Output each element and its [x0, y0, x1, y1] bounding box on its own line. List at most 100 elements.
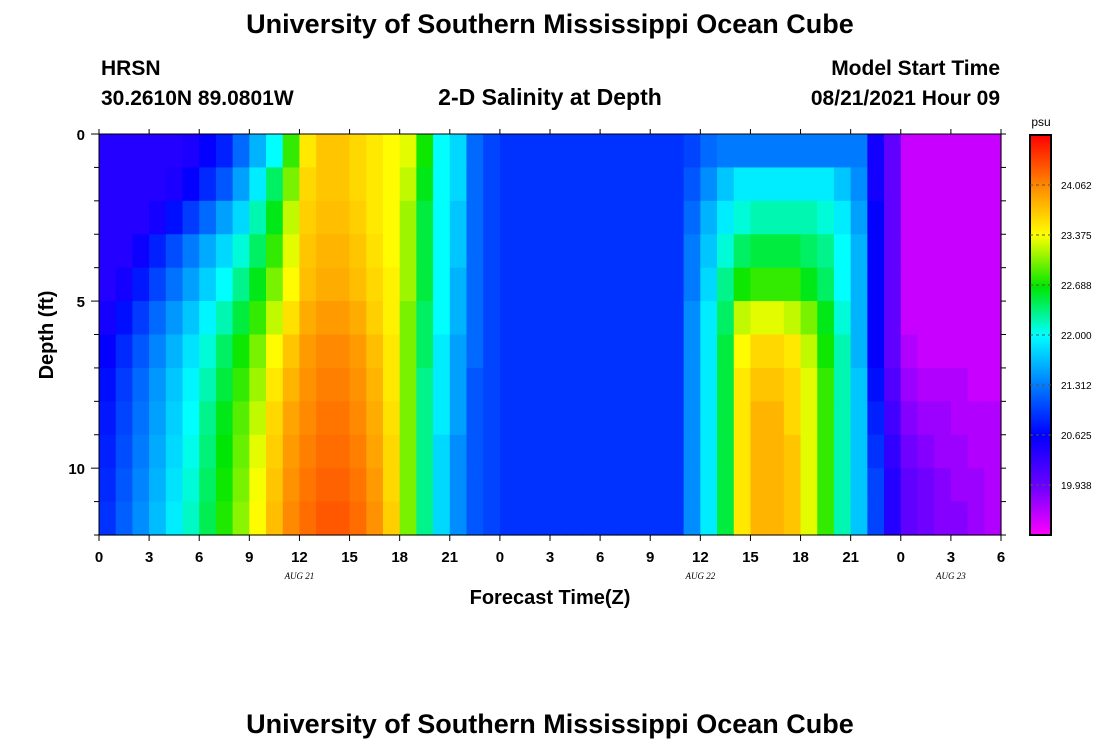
- heatmap-cell: [717, 267, 735, 302]
- heatmap-cell: [950, 501, 969, 536]
- heatmap-cell: [199, 334, 217, 369]
- heatmap-cell: [984, 468, 1002, 503]
- heatmap-cell: [950, 234, 969, 269]
- heatmap-cell: [399, 234, 417, 269]
- x-tick-label: 3: [947, 549, 955, 566]
- heatmap-cell: [249, 301, 267, 336]
- heatmap-cell: [132, 501, 150, 536]
- heatmap-cell: [633, 301, 651, 336]
- heatmap-cell: [449, 434, 468, 469]
- heatmap-cell: [833, 468, 852, 503]
- heatmap-cell: [115, 134, 133, 169]
- heatmap-cell: [366, 501, 384, 536]
- heatmap-cell: [433, 401, 451, 436]
- heatmap-cell: [149, 301, 167, 336]
- heatmap-cell: [817, 434, 835, 469]
- heatmap-cell: [449, 301, 468, 336]
- heatmap-cell: [399, 134, 417, 169]
- heatmap-cell: [917, 301, 935, 336]
- heatmap-cell: [149, 501, 167, 536]
- heatmap-cell: [215, 167, 234, 202]
- heatmap-cell: [433, 134, 451, 169]
- heatmap-cell: [934, 134, 952, 169]
- heatmap-cell: [650, 134, 668, 169]
- heatmap-cell: [433, 234, 451, 269]
- heatmap-cell: [282, 501, 301, 536]
- heatmap-cell: [800, 267, 818, 302]
- heatmap-cell: [950, 267, 969, 302]
- heatmap-cell: [917, 468, 935, 503]
- heatmap-cell: [884, 468, 902, 503]
- heatmap-cell: [132, 334, 150, 369]
- heatmap-cell: [282, 267, 301, 302]
- heatmap-cell: [516, 200, 534, 235]
- heatmap-cell: [950, 301, 969, 336]
- heatmap-cell: [416, 501, 434, 536]
- heatmap-cell: [700, 401, 718, 436]
- heatmap-cell: [199, 401, 217, 436]
- heatmap-cell: [182, 134, 200, 169]
- heatmap-cell: [332, 301, 351, 336]
- heatmap-cell: [950, 167, 969, 202]
- heatmap-cell: [683, 267, 701, 302]
- heatmap-cell: [266, 501, 284, 536]
- heatmap-cell: [850, 501, 868, 536]
- heatmap-cell: [650, 167, 668, 202]
- x-tick-label: 15: [341, 549, 358, 566]
- heatmap-cell: [499, 267, 518, 302]
- heatmap-cell: [850, 401, 868, 436]
- heatmap-cell: [232, 401, 250, 436]
- heatmap-cell: [215, 334, 234, 369]
- heatmap-cell: [132, 234, 150, 269]
- heatmap-cell: [583, 301, 601, 336]
- heatmap-cell: [99, 367, 117, 402]
- heatmap-cell: [950, 200, 969, 235]
- heatmap-cell: [767, 200, 785, 235]
- heatmap-cell: [934, 468, 952, 503]
- heatmap-cell: [850, 134, 868, 169]
- heatmap-cell: [566, 367, 584, 402]
- heatmap-cell: [132, 267, 150, 302]
- heatmap-cell: [332, 267, 351, 302]
- heatmap-cell: [867, 267, 885, 302]
- heatmap-cell: [583, 501, 601, 536]
- heatmap-cell: [650, 434, 668, 469]
- heatmap-cell: [600, 200, 618, 235]
- heatmap-cell: [399, 267, 417, 302]
- heatmap-cell: [215, 367, 234, 402]
- heatmap-cell: [466, 334, 484, 369]
- heatmap-cell: [833, 301, 852, 336]
- heatmap-cell: [867, 134, 885, 169]
- heatmap-cell: [449, 501, 468, 536]
- heatmap-cell: [433, 501, 451, 536]
- colorbar: 24.062 23.375 22.688 22.000 21.312 20.625 19.9…: [1029, 134, 1092, 536]
- heatmap-cell: [717, 167, 735, 202]
- heatmap-cell: [416, 134, 434, 169]
- heatmap-cell: [633, 234, 651, 269]
- heatmap-cell: [833, 401, 852, 436]
- heatmap-cell: [182, 501, 200, 536]
- heatmap-cell: [483, 234, 501, 269]
- heatmap-cell: [416, 267, 434, 302]
- heatmap-cell: [583, 401, 601, 436]
- heatmap-cell: [99, 468, 117, 503]
- heatmap-cell: [733, 367, 752, 402]
- heatmap-cell: [416, 234, 434, 269]
- heatmap-cell: [115, 234, 133, 269]
- heatmap-cell: [783, 401, 802, 436]
- heatmap-cell: [499, 334, 518, 369]
- heatmap-cell: [299, 401, 317, 436]
- heatmap-cell: [867, 200, 885, 235]
- heatmap-cell: [199, 167, 217, 202]
- heatmap-cell: [717, 334, 735, 369]
- heatmap-cell: [767, 468, 785, 503]
- heatmap-cell: [566, 200, 584, 235]
- heatmap-cell: [984, 200, 1002, 235]
- heatmap-cell: [750, 468, 768, 503]
- heatmap-cell: [266, 167, 284, 202]
- x-tick-label: 3: [145, 549, 153, 566]
- heatmap-cell: [817, 234, 835, 269]
- heatmap-cell: [516, 468, 534, 503]
- heatmap-cell: [767, 167, 785, 202]
- heatmap-cell: [783, 200, 802, 235]
